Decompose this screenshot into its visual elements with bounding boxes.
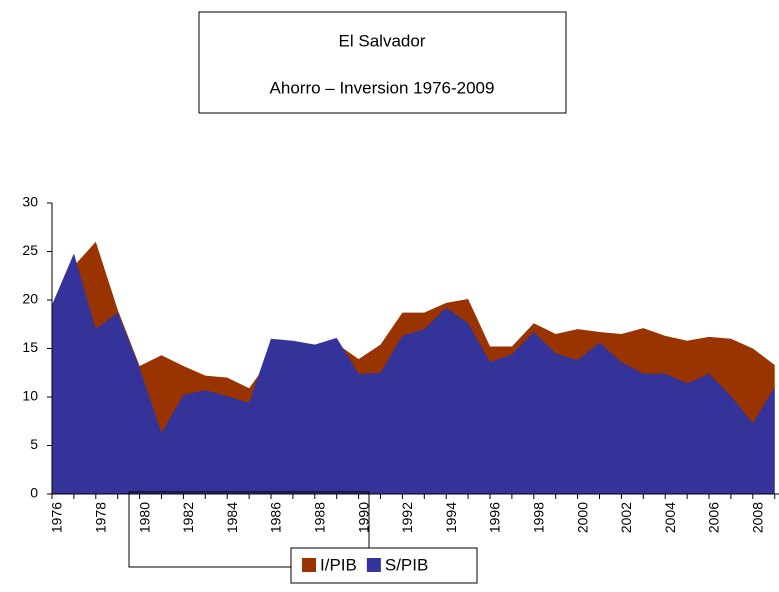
x-tick-label: 1986	[268, 502, 284, 533]
x-tick-label: 2002	[618, 502, 634, 533]
x-tick-label: 1988	[312, 502, 328, 533]
x-tick-label: 1998	[531, 502, 547, 533]
legend	[290, 547, 478, 584]
area	[52, 253, 775, 494]
legend-label: S/PIB	[385, 555, 428, 574]
x-tick-label: 1980	[136, 502, 152, 533]
legend-swatch	[366, 558, 381, 572]
highlight-box	[128, 491, 370, 568]
y-tick-label: 10	[22, 388, 38, 404]
y-tick-label: 5	[30, 436, 38, 452]
x-tick-label: 1982	[180, 502, 196, 533]
x-tick-label: 2006	[706, 502, 722, 533]
legend-label: I/PIB	[320, 555, 357, 574]
x-tick-label: 1990	[355, 502, 371, 533]
plot: 0 5 10 15 20 25 30 1976 1978 1980 1982 1984 1986 1988…	[22, 194, 779, 533]
chart-title: El Salvador	[339, 31, 426, 50]
y-tick-label: 0	[30, 485, 38, 501]
y-tick-label: 20	[22, 291, 38, 307]
x-tick-label: 2000	[574, 502, 590, 533]
y-tick-label: 25	[22, 242, 38, 258]
y-tick-label: 15	[22, 339, 38, 355]
title-box	[198, 11, 567, 114]
x-tick-label: 2008	[750, 502, 766, 533]
x-tick-label: 1994	[443, 502, 459, 533]
legend-swatch	[302, 558, 316, 572]
y-tick-label: 30	[22, 194, 38, 210]
x-tick-label: 1976	[49, 502, 65, 533]
x-tick-label: 1992	[399, 502, 415, 533]
x-tick-label: 1978	[93, 502, 109, 533]
x-tick-label: 1984	[224, 502, 240, 533]
chart-subtitle: Ahorro – Inversion 1976-2009	[270, 78, 495, 97]
x-tick-label: 1996	[487, 502, 503, 533]
x-tick-label: 2004	[662, 502, 678, 533]
